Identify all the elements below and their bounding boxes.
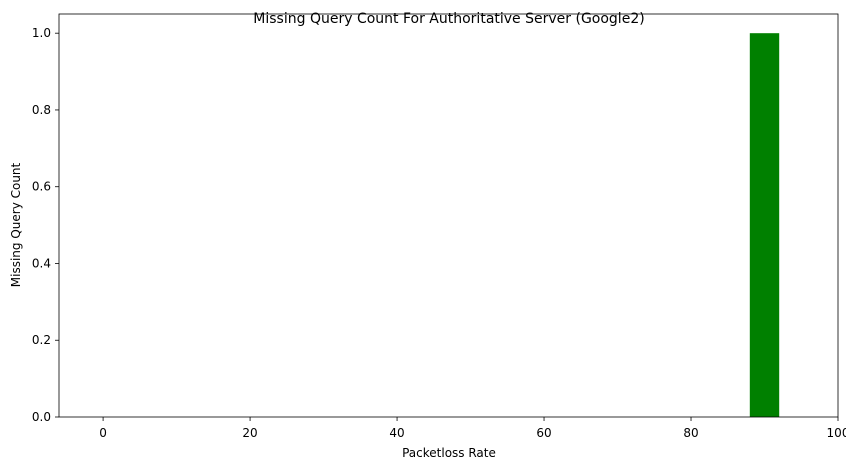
y-tick-label: 0.8 <box>32 103 51 117</box>
y-axis-label: Missing Query Count <box>9 162 23 287</box>
y-tick-label: 0.6 <box>32 180 51 194</box>
bar-90 <box>749 33 780 417</box>
x-tick-label: 0 <box>99 426 107 440</box>
x-tick-label: 40 <box>389 426 404 440</box>
y-tick-label: 0.4 <box>32 256 51 270</box>
y-tick-label: 1.0 <box>32 26 51 40</box>
x-tick-label: 100 <box>827 426 846 440</box>
x-tick-label: 80 <box>683 426 698 440</box>
x-tick-label: 60 <box>536 426 551 440</box>
y-axis-ticks: 0.0 0.2 0.4 0.6 0.8 1.0 <box>32 26 59 424</box>
chart-title: Missing Query Count For Authoritative Se… <box>253 11 644 27</box>
y-tick-label: 0.2 <box>32 333 51 347</box>
x-axis-label: Packetloss Rate <box>402 446 496 460</box>
y-tick-label: 0.0 <box>32 410 51 424</box>
bars-group <box>749 33 780 417</box>
plot-frame <box>58 13 839 418</box>
x-tick-label: 20 <box>242 426 257 440</box>
x-axis-ticks: 0 20 40 60 80 100 <box>99 417 846 440</box>
